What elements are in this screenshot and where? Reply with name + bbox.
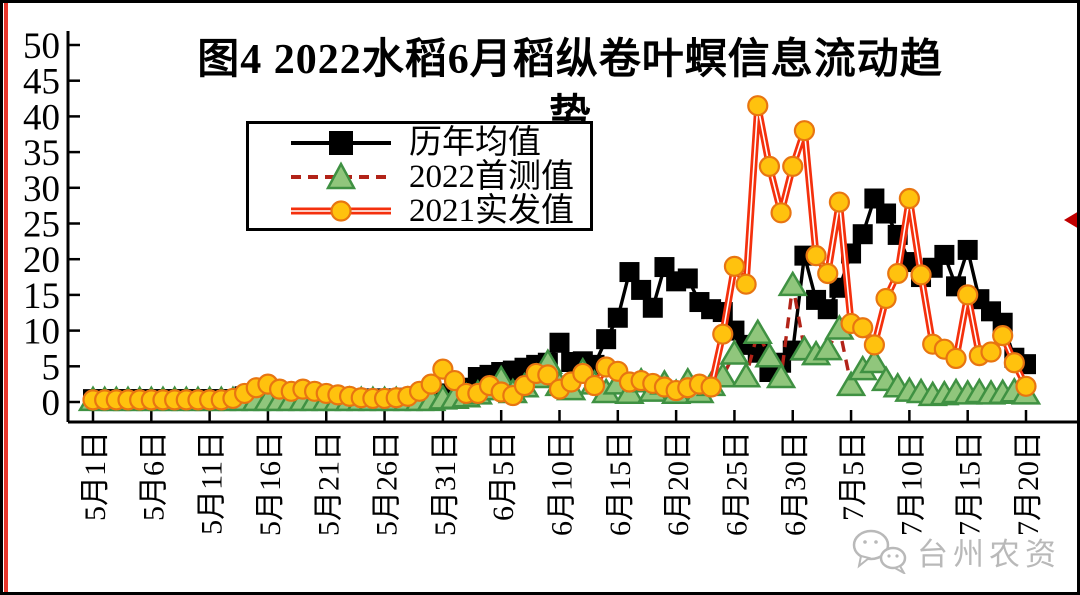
data-point-triangle-marker [835,370,867,397]
x-axis-tick-label: 5月11日 [196,431,229,535]
data-point-circle-marker [537,364,559,386]
x-axis-tick-label: 7月5日 [837,431,870,521]
data-point-circle-marker [793,120,816,142]
data-point-circle-marker [770,202,792,224]
data-point-square-marker [957,239,978,260]
x-axis-tick-label: 5月6日 [137,431,170,521]
chart-title-line1: 图4 2022水稻6月稻纵卷叶螟信息流动趋 [197,37,943,83]
x-axis-tick-label: 7月20日 [1012,431,1045,536]
data-point-circle-marker [1003,352,1025,374]
data-point-triangle-marker [742,318,773,344]
watermark-text: 台州农资 [917,536,1061,572]
data-point-circle-marker [852,317,874,339]
x-axis-tick-label: 5月1日 [79,431,112,521]
legend-label: 2022首测值 [409,159,574,195]
x-axis-tick-label: 7月10日 [895,431,928,536]
data-point-square-marker [934,244,955,265]
data-point-circle-marker [817,262,839,285]
x-axis-tick-label: 5月26日 [371,431,404,536]
y-axis-tick-label: 30 [23,169,60,210]
data-point-circle-marker [712,323,734,345]
data-point-circle-marker [828,191,851,213]
y-axis-tick-label: 10 [23,312,60,353]
x-axis-tick-label: 6月20日 [662,431,695,536]
data-point-circle-marker [898,187,920,210]
data-point-square-marker [852,224,873,245]
data-point-circle-marker [735,273,757,295]
data-point-circle-marker [443,369,466,392]
data-point-circle-marker [805,245,827,267]
data-point-square-marker [596,329,617,350]
x-axis-tick-label: 6月25日 [720,431,753,536]
data-point-triangle-marker [859,347,890,374]
y-axis-tick-label: 40 [23,97,60,138]
data-point-circle-marker [887,262,909,285]
wechat-icon [852,529,907,574]
right-edge-red-arrow [1064,212,1077,228]
data-point-circle-marker [945,347,967,370]
data-point-circle-marker [747,95,769,117]
y-axis-tick-label: 50 [23,26,60,67]
data-point-circle-marker [723,255,746,277]
data-point-circle-marker [420,373,442,395]
data-point-triangle-marker [812,334,843,361]
y-axis-tick-label: 5 [42,347,61,388]
y-axis-tick-label: 25 [23,205,60,246]
data-point-square-marker [607,307,628,328]
x-axis-tick-label: 7月15日 [954,431,987,536]
data-point-circle-marker [782,155,804,177]
x-axis-tick-label: 6月10日 [546,431,579,536]
x-axis-tick-label: 6月30日 [779,431,812,536]
data-point-triangle-marker [777,270,808,297]
data-point-circle-marker [1015,375,1037,397]
green-triangle-dashed-line-sample-icon [291,161,391,190]
yellow-circle-red-line-sample-icon [291,200,391,222]
data-point-square-marker [631,279,652,300]
y-axis-tick-label: 15 [23,276,60,317]
y-axis-tick-label: 0 [42,383,61,424]
y-axis-tick-label: 45 [23,62,60,103]
data-point-circle-marker [583,374,606,397]
left-red-accent-line [4,3,8,592]
series-2021实发值 [82,95,1037,411]
data-point-circle-marker [910,264,932,286]
data-point-square-marker [619,262,640,283]
data-point-square-marker [642,297,663,318]
black-square-line-sample-icon [291,131,391,155]
legend-item-historical-average: 历年均值 [287,126,590,160]
data-point-triangle-marker [719,338,750,365]
legend-label: 2021实发值 [409,193,574,229]
y-axis-tick-label: 20 [23,240,60,281]
x-axis-tick-label: 6月5日 [487,431,520,521]
data-point-circle-marker [758,155,781,177]
data-point-circle-marker [863,334,885,356]
data-point-square-marker [677,268,698,289]
data-point-square-marker [876,203,897,224]
data-point-triangle-marker [754,341,785,368]
x-axis-tick-label: 5月21日 [312,431,345,536]
data-point-square-marker [817,299,838,320]
y-axis-tick-label: 35 [23,133,60,174]
legend-item-2022-first-measured: 2022首测值 [287,160,590,194]
legend-label: 历年均值 [409,125,541,161]
data-point-square-marker [549,332,570,353]
data-point-circle-marker [992,324,1014,347]
data-point-circle-marker [980,341,1002,363]
x-axis-tick-label: 5月31日 [429,431,462,536]
data-point-circle-marker [957,284,979,306]
x-axis-tick-label: 6月15日 [604,431,637,536]
x-axis-tick-label: 5月16日 [254,431,287,536]
watermark: 台州农资 [851,528,1061,574]
data-point-triangle-marker [730,361,762,388]
legend-item-2021-actual: 2021实发值 [287,194,590,228]
data-point-circle-marker [700,376,722,398]
legend: 历年均值 2022首测值 2021实发值 [246,121,593,231]
data-point-circle-marker [875,287,897,310]
data-point-triangle-marker [765,362,797,389]
